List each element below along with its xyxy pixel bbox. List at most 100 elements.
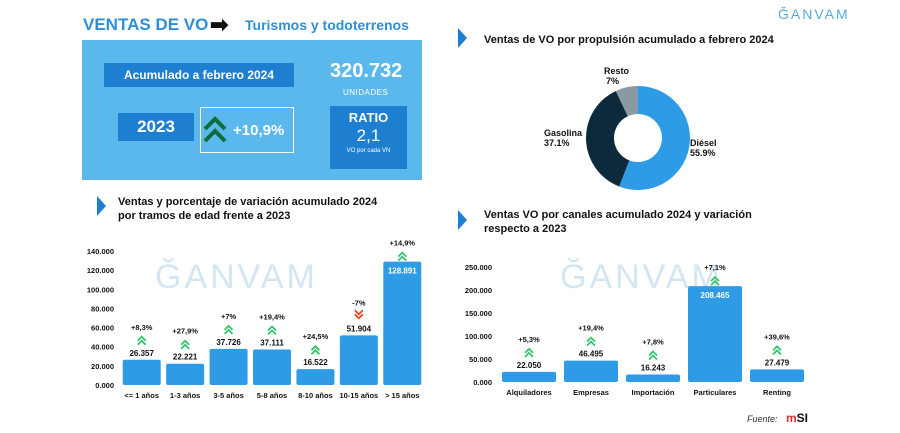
bar <box>502 371 556 382</box>
pie-label: Resto <box>604 66 630 76</box>
source-label: Fuente: <box>747 414 778 424</box>
x-tick-label: 5-8 años <box>257 391 287 400</box>
pie-slice-gasolina <box>586 90 630 187</box>
trend-up-icon-stroke <box>223 328 234 335</box>
variation-label: +7,8% <box>642 338 664 347</box>
trend-up-icon <box>310 344 321 355</box>
compare-year: 2023 <box>118 113 194 141</box>
trend-up-icon-stroke <box>137 339 147 346</box>
x-tick-label: 3-5 años <box>213 391 243 400</box>
double-chevron-up-icon <box>203 116 227 143</box>
bar <box>166 363 205 385</box>
bar <box>688 286 742 382</box>
pie-slice-resto <box>615 86 638 117</box>
variation-label: +19,4% <box>259 312 285 321</box>
trend-up-icon-stroke <box>310 348 321 355</box>
variation-label: +5,3% <box>518 335 540 344</box>
ganvam-logo: ĞANVAM <box>778 6 850 22</box>
age-section-title-line2: por tramos de edad frente a 2023 <box>118 210 291 222</box>
y-tick-label: 100.000 <box>87 285 114 294</box>
page-subtitle: Turismos y todoterrenos <box>245 17 409 33</box>
variation-value: +10,9% <box>233 121 285 139</box>
bar <box>209 348 248 385</box>
trend-up-icon-stroke <box>397 251 407 258</box>
variation-label: -7% <box>352 298 366 307</box>
y-tick-label: 40.000 <box>91 343 114 352</box>
bar-value-label: 37.111 <box>260 338 284 347</box>
trend-up-icon-stroke <box>648 350 658 357</box>
trend-up-icon <box>524 347 534 358</box>
trend-up-icon-stroke <box>710 275 720 282</box>
y-tick-label: 250.000 <box>465 263 492 272</box>
acumulado-label: Acumulado a febrero 2024 <box>104 63 294 87</box>
arrow-right-icon: ➡ <box>210 12 229 37</box>
trend-up-icon <box>137 335 147 346</box>
bar-value-label: 26.357 <box>129 349 154 358</box>
x-tick-label: Renting <box>763 388 791 397</box>
bar <box>750 369 804 382</box>
total-units-value: 320.732 <box>330 60 403 82</box>
trend-up-icon-stroke <box>524 351 534 358</box>
age-section-title-line1: Ventas y porcentaje de variación acumula… <box>118 196 378 208</box>
trend-up-icon-stroke <box>648 354 658 361</box>
bar-value-label: 16.243 <box>641 364 666 373</box>
channel-section-title-line2: respecto a 2023 <box>484 223 567 235</box>
channel-bar-chart: ĞANVAM 0.00050.000100.000150.000200.0002… <box>465 258 804 397</box>
y-tick-label: 80.000 <box>91 304 114 313</box>
trend-up-icon-stroke <box>524 347 534 354</box>
variation-label: +24,5% <box>303 332 329 341</box>
trend-up-icon-stroke <box>710 279 720 286</box>
msi-logo: mSI <box>786 411 808 425</box>
ratio-box: RATIO 2,1 VO por cada VN <box>330 106 407 169</box>
y-tick-label: 50.000 <box>469 355 492 364</box>
x-tick-label: Importación <box>632 388 675 397</box>
trend-up-icon-stroke <box>180 339 190 346</box>
pie-value-label: 55.9% <box>690 148 716 158</box>
x-tick-label: Particulares <box>694 388 737 397</box>
bar-value-label: 22.050 <box>517 361 542 370</box>
section-marker-icon <box>458 28 467 48</box>
variation-label: +27,9% <box>172 327 198 336</box>
units-label: UNIDADES <box>343 88 389 97</box>
page-title: VENTAS DE VO <box>83 15 209 34</box>
bar-value-label: 16.522 <box>303 358 328 367</box>
trend-up-icon <box>223 324 234 335</box>
y-tick-label: 200.000 <box>465 286 492 295</box>
trend-up-icon-stroke <box>397 255 407 262</box>
watermark-logo: ĞANVAM <box>155 258 318 296</box>
x-tick-label: > 15 años <box>385 391 419 400</box>
x-tick-label: <= 1 años <box>124 391 159 400</box>
variation-label: +7% <box>221 312 237 321</box>
trend-up-icon <box>772 345 782 355</box>
pie-slice-diésel <box>619 86 690 190</box>
ratio-title: RATIO <box>348 110 389 125</box>
pie-section-title: Ventas de VO por propulsión acumulado a … <box>484 34 774 46</box>
x-tick-label: Empresas <box>573 388 609 397</box>
trend-up-icon <box>648 350 658 361</box>
bar <box>296 369 335 385</box>
variation-label: +19,4% <box>578 324 604 333</box>
trend-down-icon-stroke <box>354 309 364 316</box>
msi-logo-part-a: m <box>786 411 797 425</box>
y-tick-label: 100.000 <box>465 332 492 341</box>
trend-up-icon <box>267 325 277 336</box>
trend-up-icon-stroke <box>180 343 190 350</box>
trend-up-icon <box>180 339 190 350</box>
trend-up-icon-stroke <box>267 325 277 332</box>
bar <box>383 261 422 385</box>
trend-up-icon-stroke <box>586 336 596 343</box>
pie-label: Diésel <box>690 138 717 148</box>
x-tick-label: 10-15 años <box>339 391 378 400</box>
y-tick-label: 140.000 <box>87 247 114 256</box>
y-tick-label: 0.000 <box>473 378 492 387</box>
variation-label: +8,3% <box>131 323 153 332</box>
trend-up-icon <box>397 251 407 262</box>
trend-up-icon <box>710 275 720 286</box>
bar-value-label: 208.465 <box>701 291 730 300</box>
y-tick-label: 120.000 <box>87 266 114 275</box>
trend-down-icon-stroke <box>354 313 364 320</box>
y-tick-label: 20.000 <box>91 362 114 371</box>
x-tick-label: 8-10 años <box>298 391 333 400</box>
trend-up-icon-stroke <box>310 344 321 351</box>
